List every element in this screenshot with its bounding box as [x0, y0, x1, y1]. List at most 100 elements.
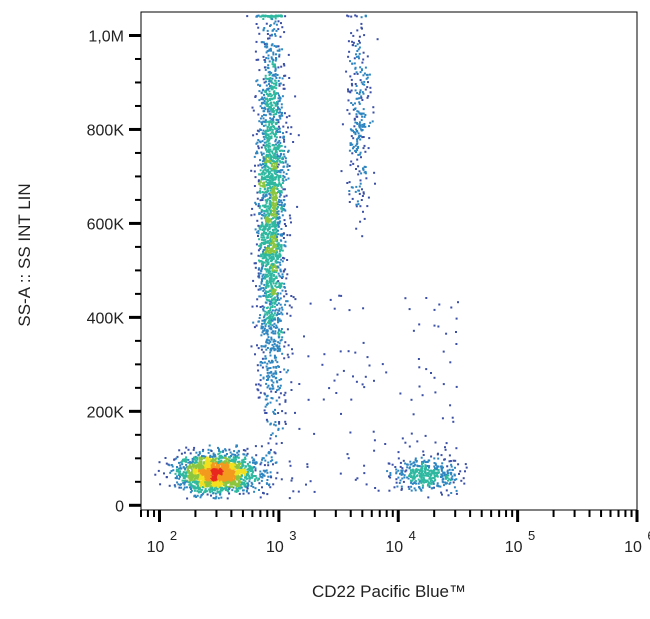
- event-dot: [262, 250, 264, 253]
- event-dot: [284, 400, 287, 403]
- event-dot: [193, 480, 196, 483]
- event-dot: [280, 15, 283, 18]
- event-dot: [263, 59, 266, 61]
- event-dot: [279, 392, 282, 395]
- event-dot: [269, 340, 272, 343]
- event-dot: [307, 355, 310, 358]
- event-dot: [259, 169, 262, 172]
- event-dot: [271, 88, 274, 91]
- event-dot: [203, 473, 206, 476]
- event-dot: [198, 457, 201, 460]
- event-dot: [257, 139, 260, 141]
- event-dot: [287, 149, 290, 152]
- event-dot: [257, 26, 260, 29]
- event-dot: [234, 490, 237, 493]
- event-dot: [280, 207, 283, 210]
- event-dot: [263, 172, 266, 175]
- event-dot: [283, 195, 286, 198]
- event-dot: [420, 489, 423, 492]
- event-dot: [357, 173, 360, 176]
- event-dot: [416, 465, 419, 468]
- event-dot: [217, 446, 219, 449]
- event-dot: [285, 172, 288, 175]
- event-dot: [358, 192, 361, 195]
- event-dot: [384, 443, 387, 445]
- event-dot: [277, 285, 280, 288]
- event-dot: [272, 107, 275, 110]
- event-dot: [279, 149, 282, 152]
- event-dot: [276, 471, 279, 474]
- event-dot: [444, 446, 446, 449]
- event-dot: [367, 81, 369, 84]
- event-dot: [267, 261, 270, 264]
- event-dot: [215, 468, 218, 471]
- event-dot: [259, 470, 262, 473]
- event-dot: [269, 186, 272, 189]
- event-dot: [409, 479, 412, 482]
- event-dot: [358, 153, 361, 156]
- event-dot: [202, 455, 205, 458]
- event-dot: [280, 478, 283, 481]
- event-dot: [358, 170, 361, 173]
- event-dot: [270, 255, 273, 258]
- event-dot: [274, 221, 277, 224]
- event-dot: [218, 448, 220, 451]
- event-dot: [260, 345, 263, 348]
- event-dot: [421, 463, 423, 465]
- event-dot: [183, 460, 186, 463]
- event-dot: [267, 325, 270, 328]
- event-dot: [267, 54, 270, 57]
- event-dot: [252, 134, 255, 137]
- event-dot: [434, 467, 436, 470]
- event-dot: [270, 276, 273, 279]
- event-dot: [267, 451, 270, 454]
- event-dot: [269, 401, 272, 404]
- event-dot: [272, 229, 274, 231]
- event-dot: [407, 485, 410, 488]
- event-dot: [277, 205, 279, 208]
- event-dot: [198, 469, 201, 472]
- event-dot: [265, 220, 267, 223]
- event-dot: [418, 366, 421, 369]
- event-dot: [267, 282, 270, 285]
- event-dot: [246, 487, 249, 490]
- event-dot: [280, 199, 282, 202]
- event-dot: [348, 201, 351, 203]
- event-dot: [268, 484, 270, 487]
- event-dot: [347, 90, 350, 93]
- event-dot: [263, 314, 266, 317]
- event-dot: [221, 489, 224, 492]
- event-dot: [210, 459, 213, 462]
- event-dot: [263, 27, 266, 29]
- event-dot: [271, 125, 274, 128]
- event-dot: [243, 482, 246, 485]
- event-dot: [269, 243, 272, 246]
- event-dot: [296, 205, 299, 208]
- event-dot: [226, 486, 229, 488]
- event-dot: [258, 295, 261, 298]
- event-dot: [266, 260, 268, 263]
- event-dot: [426, 474, 429, 477]
- event-dot: [275, 192, 278, 194]
- event-dot: [200, 462, 203, 465]
- event-dot: [274, 276, 277, 279]
- event-dot: [435, 472, 438, 475]
- event-dot: [192, 475, 195, 478]
- event-dot: [273, 91, 276, 94]
- event-dot: [440, 454, 443, 457]
- event-dot: [278, 329, 280, 332]
- event-dot: [452, 481, 455, 484]
- event-dot: [433, 486, 435, 489]
- event-dot: [212, 454, 215, 457]
- event-dot: [199, 485, 202, 488]
- event-dot: [199, 490, 202, 493]
- event-dot: [274, 239, 277, 242]
- event-dot: [348, 149, 351, 152]
- event-dot: [257, 254, 260, 257]
- event-dot: [264, 114, 267, 117]
- event-dot: [245, 454, 248, 457]
- event-dot: [178, 467, 181, 470]
- event-dot: [216, 480, 219, 483]
- event-dot: [266, 223, 269, 226]
- event-dot: [275, 261, 278, 264]
